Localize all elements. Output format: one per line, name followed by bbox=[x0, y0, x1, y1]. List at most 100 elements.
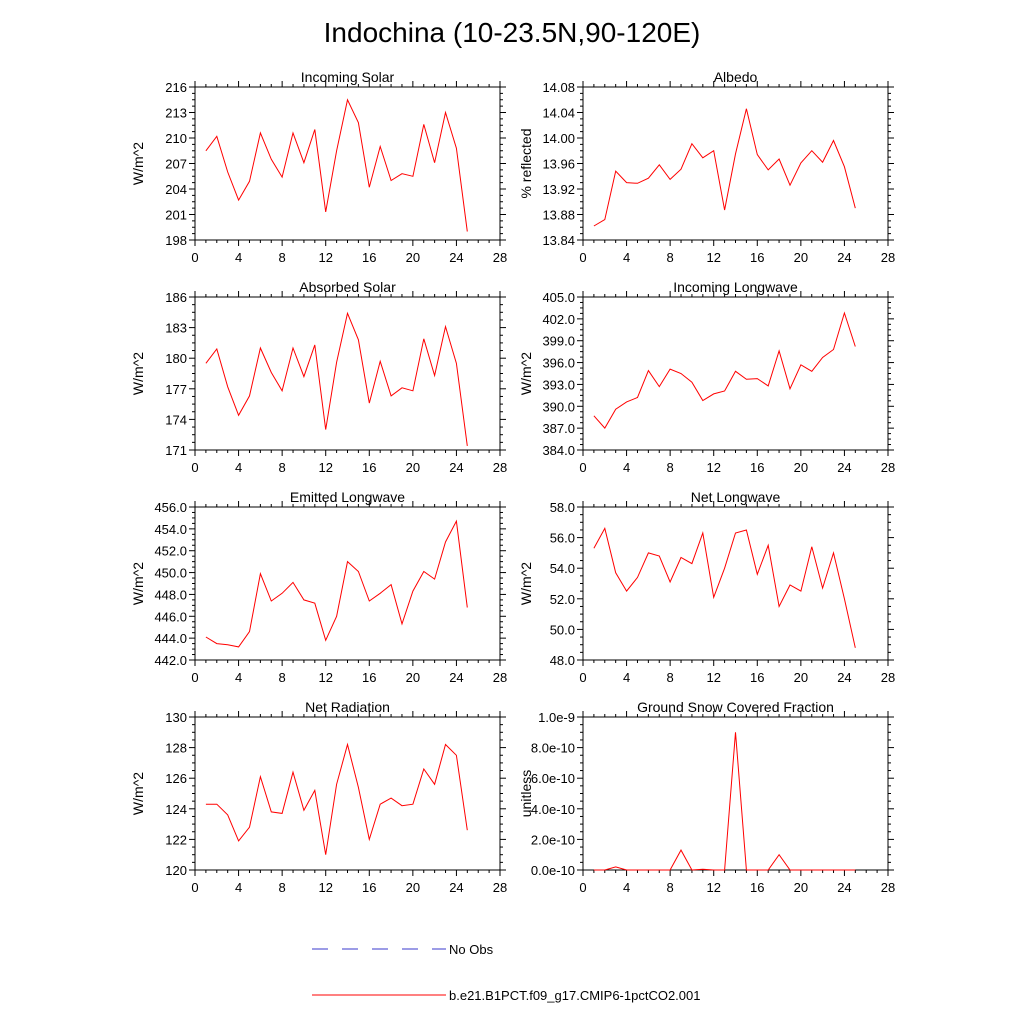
panel-8: Ground Snow Covered Fraction unitless 0 4 8 1… bbox=[518, 699, 895, 895]
x-tick-label: 0 bbox=[579, 460, 586, 475]
y-tick-label: 448.0 bbox=[154, 587, 187, 602]
x-tick-label: 12 bbox=[318, 250, 332, 265]
x-tick-label: 0 bbox=[579, 670, 586, 685]
panel-1: Incoming Solar W/m^2 0 4 8 12 16 20 24 28 198 201 20… bbox=[130, 69, 507, 265]
y-tick-label: 8.0e-10 bbox=[531, 741, 575, 756]
x-tick-label: 4 bbox=[235, 880, 242, 895]
x-tick-label: 20 bbox=[406, 460, 420, 475]
y-axis-label: W/m^2 bbox=[518, 562, 534, 605]
series-line bbox=[593, 311, 856, 429]
x-tick-label: 20 bbox=[794, 250, 808, 265]
y-tick-label: 58.0 bbox=[550, 500, 575, 515]
y-tick-label: 396.0 bbox=[542, 356, 575, 371]
x-tick-label: 20 bbox=[794, 880, 808, 895]
y-tick-label: 14.00 bbox=[542, 131, 575, 146]
x-tick-label: 16 bbox=[362, 250, 376, 265]
y-tick-label: 128 bbox=[165, 741, 187, 756]
x-tick-label: 8 bbox=[667, 460, 674, 475]
x-tick-label: 4 bbox=[235, 250, 242, 265]
y-tick-label: 210 bbox=[165, 131, 187, 146]
panel-title: Net Radiation bbox=[305, 699, 390, 715]
y-tick-label: 452.0 bbox=[154, 544, 187, 559]
y-axis-label: W/m^2 bbox=[518, 352, 534, 395]
legend-obs-label: No Obs bbox=[449, 942, 494, 957]
x-tick-label: 16 bbox=[750, 250, 764, 265]
y-tick-label: 183 bbox=[165, 321, 187, 336]
x-tick-label: 0 bbox=[191, 880, 198, 895]
y-tick-label: 201 bbox=[165, 208, 187, 223]
y-tick-label: 126 bbox=[165, 771, 187, 786]
x-tick-label: 20 bbox=[406, 250, 420, 265]
panel-4: Incoming Longwave W/m^2 0 4 8 12 16 20 24 28 384.0… bbox=[518, 279, 895, 475]
x-tick-label: 24 bbox=[837, 250, 851, 265]
y-tick-label: 450.0 bbox=[154, 566, 187, 581]
x-tick-label: 28 bbox=[493, 460, 507, 475]
legend: No Obs b.e21.B1PCT.f09_g17.CMIP6-1pctCO2… bbox=[312, 942, 700, 1003]
x-tick-label: 8 bbox=[279, 460, 286, 475]
x-tick-label: 8 bbox=[279, 670, 286, 685]
series-line bbox=[593, 732, 856, 871]
series-line bbox=[205, 98, 468, 232]
y-tick-label: 2.0e-10 bbox=[531, 832, 575, 847]
x-tick-label: 0 bbox=[191, 460, 198, 475]
y-tick-label: 50.0 bbox=[550, 622, 575, 637]
y-tick-label: 56.0 bbox=[550, 531, 575, 546]
y-axis-label: W/m^2 bbox=[130, 562, 146, 605]
x-tick-label: 20 bbox=[794, 670, 808, 685]
y-axis-label: W/m^2 bbox=[130, 772, 146, 815]
y-tick-label: 384.0 bbox=[542, 443, 575, 458]
panel-2: Albedo % reflected 0 4 8 12 16 20 24 28 13.84 13.88… bbox=[518, 69, 895, 265]
y-axis-label: % reflected bbox=[518, 128, 534, 198]
y-axis-label: W/m^2 bbox=[130, 142, 146, 185]
series-line bbox=[593, 527, 856, 648]
y-tick-label: 177 bbox=[165, 382, 187, 397]
x-tick-label: 20 bbox=[794, 460, 808, 475]
y-tick-label: 120 bbox=[165, 863, 187, 878]
y-tick-label: 402.0 bbox=[542, 312, 575, 327]
x-tick-label: 28 bbox=[493, 670, 507, 685]
y-tick-label: 446.0 bbox=[154, 609, 187, 624]
y-tick-label: 204 bbox=[165, 182, 187, 197]
y-tick-label: 393.0 bbox=[542, 377, 575, 392]
plot-frame bbox=[194, 86, 501, 241]
x-tick-label: 16 bbox=[750, 880, 764, 895]
series-line bbox=[205, 519, 468, 648]
x-tick-label: 4 bbox=[623, 460, 630, 475]
y-tick-label: 14.08 bbox=[542, 80, 575, 95]
y-tick-label: 0.0e-10 bbox=[531, 863, 575, 878]
plot-frame bbox=[194, 716, 501, 871]
x-tick-label: 12 bbox=[318, 460, 332, 475]
x-tick-label: 16 bbox=[362, 880, 376, 895]
series-line bbox=[205, 742, 468, 855]
series-line bbox=[593, 108, 856, 227]
y-tick-label: 122 bbox=[165, 832, 187, 847]
y-tick-label: 405.0 bbox=[542, 290, 575, 305]
x-tick-label: 0 bbox=[579, 880, 586, 895]
plot-frame bbox=[194, 506, 501, 661]
y-tick-label: 4.0e-10 bbox=[531, 802, 575, 817]
y-tick-label: 399.0 bbox=[542, 334, 575, 349]
y-tick-label: 48.0 bbox=[550, 653, 575, 668]
y-tick-label: 13.84 bbox=[542, 233, 575, 248]
x-tick-label: 24 bbox=[449, 880, 463, 895]
x-tick-label: 16 bbox=[362, 670, 376, 685]
panel-title: Emitted Longwave bbox=[290, 489, 405, 505]
x-tick-label: 0 bbox=[191, 250, 198, 265]
x-tick-label: 12 bbox=[706, 880, 720, 895]
x-tick-label: 24 bbox=[837, 670, 851, 685]
y-tick-label: 52.0 bbox=[550, 592, 575, 607]
x-tick-label: 12 bbox=[318, 670, 332, 685]
y-axis-label: unitless bbox=[518, 770, 534, 817]
y-tick-label: 454.0 bbox=[154, 522, 187, 537]
x-tick-label: 24 bbox=[449, 460, 463, 475]
x-tick-label: 28 bbox=[493, 880, 507, 895]
y-tick-label: 130 bbox=[165, 710, 187, 725]
y-tick-label: 207 bbox=[165, 157, 187, 172]
y-tick-label: 124 bbox=[165, 802, 187, 817]
panel-title: Absorbed Solar bbox=[299, 279, 396, 295]
y-tick-label: 14.04 bbox=[542, 106, 575, 121]
x-tick-label: 16 bbox=[362, 460, 376, 475]
x-tick-label: 4 bbox=[623, 670, 630, 685]
